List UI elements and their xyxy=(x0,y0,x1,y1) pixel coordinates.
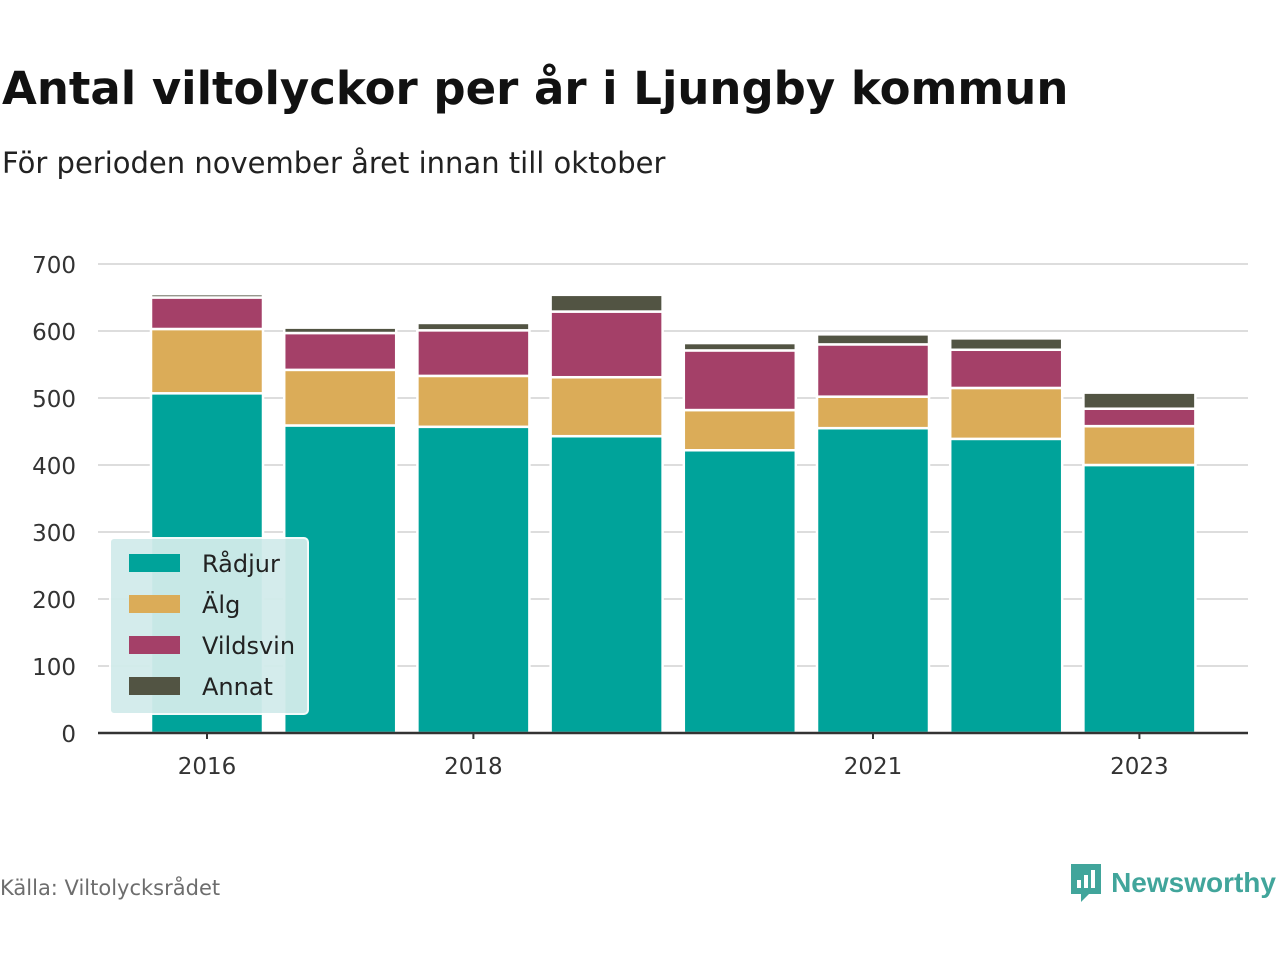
bar-segment xyxy=(282,326,398,335)
legend-swatch xyxy=(129,595,180,613)
bar-segment xyxy=(549,434,664,735)
y-tick-label: 400 xyxy=(32,454,76,480)
bar-segment xyxy=(948,437,1064,735)
bar-segment xyxy=(815,395,931,430)
bar-stack xyxy=(1082,391,1197,735)
bar-stack xyxy=(549,293,664,735)
legend-swatch xyxy=(129,554,180,572)
chart-title: Antal viltolyckor per år i Ljungby kommu… xyxy=(2,62,1069,115)
legend-swatch xyxy=(129,636,180,654)
y-tick-label: 100 xyxy=(32,655,76,681)
chart-subtitle: För perioden november året innan till ok… xyxy=(2,146,666,180)
bar-segment xyxy=(682,349,798,412)
y-axis-tick-labels: 0 100 200 300 400 500 600 700 xyxy=(32,253,76,748)
legend: Rådjur Älg Vildsvin Annat xyxy=(109,537,309,715)
legend-swatch xyxy=(129,677,180,695)
bar-segment xyxy=(815,343,931,398)
bar-segment xyxy=(149,292,265,299)
y-tick-label: 200 xyxy=(32,588,76,614)
bar-segment xyxy=(549,293,664,313)
brand-name: Newsworthy xyxy=(1111,867,1276,898)
legend-box xyxy=(109,537,309,715)
legend-label: Älg xyxy=(202,590,240,619)
x-tick-label: 2021 xyxy=(844,754,903,780)
bar-segment xyxy=(416,374,531,429)
source-note: Källa: Viltolycksrådet xyxy=(0,876,221,900)
legend-label: Vildsvin xyxy=(202,632,295,660)
bar-segment xyxy=(149,327,265,395)
brand-logo: Newsworthy xyxy=(1069,862,1276,904)
bar-segment xyxy=(549,310,664,379)
x-axis xyxy=(98,731,1248,739)
bar-segment xyxy=(682,449,798,735)
y-tick-label: 700 xyxy=(32,253,76,279)
bar-segment xyxy=(1082,463,1197,735)
x-tick-label: 2016 xyxy=(178,754,237,780)
legend-label: Rådjur xyxy=(202,549,280,578)
x-tick-label: 2023 xyxy=(1110,754,1169,780)
bar-segment xyxy=(416,425,531,735)
bar-segment xyxy=(948,386,1064,441)
bar-segment xyxy=(948,337,1064,352)
legend-label: Annat xyxy=(202,673,273,701)
bar-segment xyxy=(815,333,931,346)
bar-stack xyxy=(682,341,798,735)
y-tick-label: 0 xyxy=(61,722,76,748)
bars xyxy=(149,292,1197,735)
bar-segment xyxy=(1082,391,1197,410)
bar-stack xyxy=(416,321,531,735)
bar-segment xyxy=(815,426,931,735)
bar-segment xyxy=(549,375,664,438)
bar-stack xyxy=(948,337,1064,735)
bar-segment xyxy=(682,341,798,352)
bar-segment xyxy=(416,321,531,332)
newsworthy-logo-icon xyxy=(1071,864,1102,902)
bar-segment xyxy=(416,329,531,378)
bar-segment xyxy=(1082,407,1197,428)
bar-segment xyxy=(948,348,1064,390)
bar-segment xyxy=(282,368,398,427)
bar-stack xyxy=(815,333,931,735)
y-tick-label: 500 xyxy=(32,387,76,413)
y-tick-label: 300 xyxy=(32,521,76,547)
x-tick-label: 2018 xyxy=(444,754,503,780)
x-axis-tick-labels: 2016 2018 2021 2023 xyxy=(178,754,1169,780)
bar-segment xyxy=(1082,424,1197,467)
bar-segment xyxy=(682,408,798,452)
bar-segment xyxy=(282,331,398,372)
y-tick-label: 600 xyxy=(32,320,76,346)
bar-segment xyxy=(149,296,265,331)
